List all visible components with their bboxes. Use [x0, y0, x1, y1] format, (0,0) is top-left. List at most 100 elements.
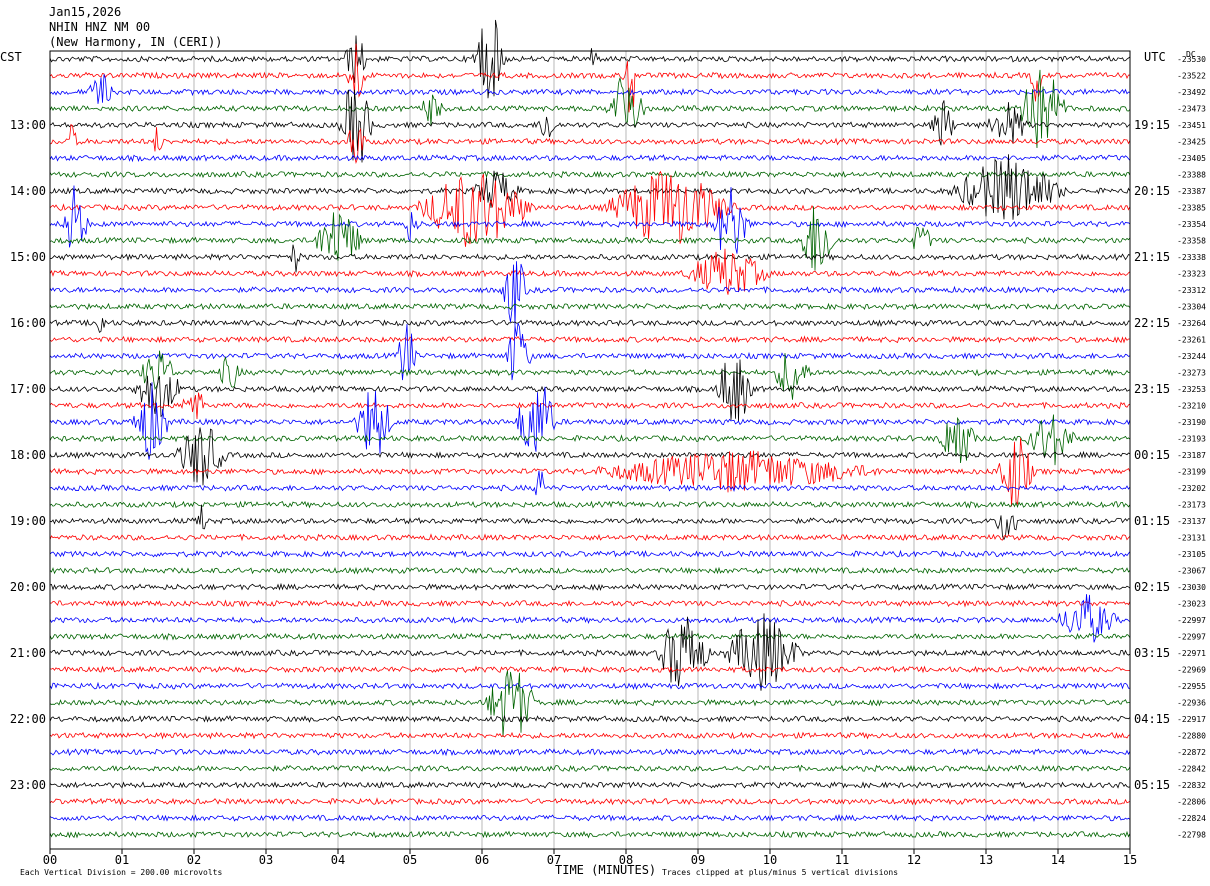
left-hour-label: 14:00 — [10, 184, 46, 198]
trace-line — [49, 670, 1131, 737]
trace-line — [49, 414, 1131, 466]
trace-line — [49, 830, 1131, 839]
dc-offset-label: -23173 — [1177, 501, 1206, 510]
dc-offset-label: -22917 — [1177, 715, 1206, 724]
dc-offset-label: -23387 — [1177, 187, 1206, 196]
header-location: (New Harmony, IN (CERI)) — [49, 35, 223, 49]
dc-offset-label: -22880 — [1177, 732, 1206, 741]
dc-offset-label: -23199 — [1177, 468, 1206, 477]
dc-offset-label: -23304 — [1177, 303, 1206, 312]
trace-line — [49, 123, 1131, 165]
trace-line — [49, 69, 1131, 149]
dc-offset-label: -23187 — [1177, 451, 1206, 460]
trace-line — [49, 781, 1131, 789]
trace-line — [49, 665, 1131, 674]
trace-line — [49, 244, 1131, 273]
x-tick-label: 06 — [475, 853, 489, 867]
trace-line — [49, 594, 1131, 643]
dc-offset-label: -22936 — [1177, 699, 1206, 708]
left-hour-label: 18:00 — [10, 448, 46, 462]
right-hour-label: 00:15 — [1134, 448, 1170, 462]
plot-frame — [49, 50, 1131, 850]
dc-offset-label: -22842 — [1177, 765, 1206, 774]
trace-line — [49, 748, 1131, 757]
dc-offset-label: -23210 — [1177, 402, 1206, 411]
left-hour-label: 17:00 — [10, 382, 46, 396]
trace-line — [49, 261, 1131, 326]
right-hour-label: 02:15 — [1134, 580, 1170, 594]
dc-offset-label: -23261 — [1177, 336, 1206, 345]
left-hour-label: 16:00 — [10, 316, 46, 330]
dc-offset-label: -23193 — [1177, 435, 1206, 444]
trace-line — [49, 599, 1131, 608]
dc-offset-label: -22832 — [1177, 781, 1206, 790]
x-axis-label: TIME (MINUTES) — [555, 863, 656, 877]
trace-line — [49, 206, 1131, 271]
dc-offset-label: -22872 — [1177, 748, 1206, 757]
left-zone-label: CST — [0, 50, 22, 64]
seismic-traces — [49, 19, 1131, 839]
dc-offset-label: -22798 — [1177, 831, 1206, 840]
right-hour-label: 04:15 — [1134, 712, 1170, 726]
trace-line — [49, 500, 1131, 509]
header-date: Jan15,2026 — [49, 5, 122, 19]
right-hour-label: 01:15 — [1134, 514, 1170, 528]
trace-line — [49, 74, 1131, 104]
dc-offset-label: -23202 — [1177, 484, 1206, 493]
right-hour-label: 23:15 — [1134, 382, 1170, 396]
right-hour-label: 21:15 — [1134, 250, 1170, 264]
trace-line — [49, 731, 1131, 740]
left-hour-label: 19:00 — [10, 514, 46, 528]
trace-line — [49, 714, 1131, 723]
x-tick-label: 00 — [43, 853, 57, 867]
dc-offset-label: -22955 — [1177, 682, 1206, 691]
right-hour-label: 20:15 — [1134, 184, 1170, 198]
trace-line — [49, 170, 1131, 247]
trace-line — [49, 797, 1131, 806]
right-hour-label: 19:15 — [1134, 118, 1170, 132]
trace-line — [49, 438, 1131, 507]
dc-offset-label: -22969 — [1177, 666, 1206, 675]
trace-line — [49, 185, 1131, 254]
dc-offset-label: -23425 — [1177, 138, 1206, 147]
trace-line — [49, 19, 1131, 99]
trace-line — [49, 154, 1131, 163]
left-hour-label: 22:00 — [10, 712, 46, 726]
dc-offset-label: -22806 — [1177, 798, 1206, 807]
dc-offset-label: -23312 — [1177, 286, 1206, 295]
dc-offset-label: -23253 — [1177, 385, 1206, 394]
dc-offset-label: -23264 — [1177, 319, 1206, 328]
trace-line — [49, 318, 1131, 334]
scale-note: Each Vertical Division = 200.00 microvol… — [20, 868, 222, 877]
right-hour-label: 22:15 — [1134, 316, 1170, 330]
trace-line — [49, 43, 1131, 113]
dc-offset-label: -23492 — [1177, 88, 1206, 97]
dc-offset-label: -23338 — [1177, 253, 1206, 262]
trace-line — [49, 632, 1131, 641]
left-hour-label: 21:00 — [10, 646, 46, 660]
trace-line — [49, 89, 1131, 163]
trace-line — [49, 392, 1131, 420]
dc-offset-label: -23323 — [1177, 270, 1206, 279]
dc-offset-label: -23522 — [1177, 72, 1206, 81]
trace-line — [49, 504, 1131, 541]
left-hour-label: 13:00 — [10, 118, 46, 132]
left-hour-label: 20:00 — [10, 580, 46, 594]
x-tick-label: 08 — [619, 853, 633, 867]
dc-offset-label: -22971 — [1177, 649, 1206, 658]
dc-offset-label: -23244 — [1177, 352, 1206, 361]
dc-offset-label: -23131 — [1177, 534, 1206, 543]
trace-line — [49, 248, 1131, 295]
trace-line — [49, 764, 1131, 773]
x-tick-label: 10 — [763, 853, 777, 867]
dc-offset-label: -23451 — [1177, 121, 1206, 130]
trace-line — [49, 427, 1131, 486]
dc-offset-label: -23190 — [1177, 418, 1206, 427]
trace-line — [49, 302, 1131, 311]
trace-line — [49, 154, 1131, 220]
dc-label: DC — [1186, 50, 1196, 59]
dc-offset-label: -23105 — [1177, 550, 1206, 559]
x-tick-label: 14 — [1051, 853, 1065, 867]
x-tick-label: 07 — [547, 853, 561, 867]
